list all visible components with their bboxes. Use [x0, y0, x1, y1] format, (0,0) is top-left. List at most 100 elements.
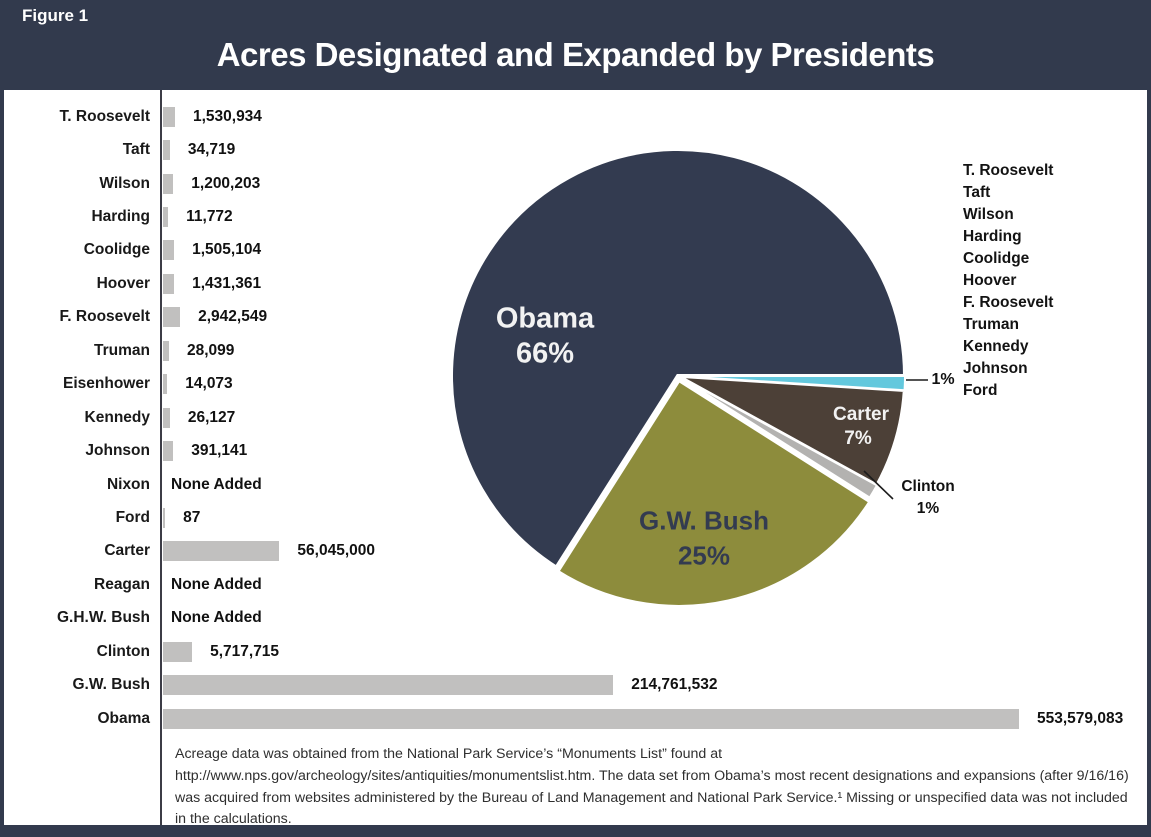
bar-row: Hoover 1,431,361 — [0, 267, 1151, 300]
bar-row: Johnson 391,141 — [0, 434, 1151, 467]
bar-row: Ford 87 — [0, 501, 1151, 534]
pie-label-clinton: Clinton — [901, 478, 955, 495]
bar-zone: 5,717,715 — [163, 641, 1151, 662]
bar-category-label: Ford — [115, 508, 150, 526]
bar-zone: 1,431,361 — [163, 273, 1151, 294]
bar-category-label: Reagan — [94, 575, 150, 593]
bar — [163, 140, 170, 161]
bar — [163, 273, 175, 294]
bar-row: G.W. Bush 214,761,532 — [0, 668, 1151, 701]
bar-value-label: None Added — [171, 609, 262, 627]
bar-category-label: Clinton — [96, 642, 150, 660]
left-border — [0, 0, 4, 837]
bar-value-label: 14,073 — [185, 375, 233, 393]
bar-value-label: None Added — [171, 575, 262, 593]
bar-row: F. Roosevelt 2,942,549 — [0, 301, 1151, 334]
bar-row: Eisenhower 14,073 — [0, 368, 1151, 401]
bar-value-label: None Added — [171, 475, 262, 493]
bar — [163, 207, 169, 228]
bar-row: Taft 34,719 — [0, 133, 1151, 166]
bar-row: G.H.W. Bush None Added — [0, 602, 1151, 635]
bar-zone: None Added — [163, 475, 1151, 495]
pie-label-carter-pct: 7% — [844, 428, 872, 449]
bar-zone: None Added — [163, 608, 1151, 628]
bar-category-label: Nixon — [106, 475, 150, 493]
bar-zone: 1,530,934 — [163, 106, 1151, 127]
bar — [163, 675, 614, 696]
bar — [163, 441, 174, 462]
pie-chart — [449, 147, 928, 609]
bar-zone: 56,045,000 — [163, 541, 1151, 562]
source-note: Acreage data was obtained from the Natio… — [175, 746, 1129, 828]
bar — [163, 240, 175, 261]
bar-value-label: 34,719 — [187, 141, 236, 159]
bar-zone: 28,099 — [163, 340, 1151, 361]
bar-value-label: 26,127 — [187, 408, 236, 426]
bar-category-label: Obama — [97, 709, 150, 727]
bar-category-label: Kennedy — [84, 408, 150, 426]
pie-legend: T. Roosevelt Taft Wilson Harding Coolidge Hoo… — [963, 160, 1053, 402]
legend-item: Harding — [963, 228, 1022, 245]
bar — [163, 708, 1019, 729]
bar-row: Reagan None Added — [0, 568, 1151, 601]
bar-zone: 14,073 — [163, 374, 1151, 395]
bottom-bar — [0, 825, 1151, 837]
bar-row: T. Roosevelt 1,530,934 — [0, 100, 1151, 133]
legend-item: Ford — [963, 382, 998, 399]
bar-zone: 391,141 — [163, 441, 1151, 462]
pie-label-others-pct: 1% — [931, 371, 955, 388]
figure-label: Figure 1 — [22, 6, 89, 25]
pie-label-gwbush-pct: 25% — [677, 540, 731, 571]
bar-zone: 1,200,203 — [163, 173, 1151, 194]
bar-row: Harding 11,772 — [0, 200, 1151, 233]
figure-header: Figure 1 Acres Designated and Expanded b… — [0, 0, 1151, 90]
bar-category-label: Coolidge — [83, 241, 150, 259]
bar-category-label: Hoover — [96, 274, 150, 292]
right-border — [1147, 0, 1151, 837]
bar-value-label: 1,505,104 — [192, 241, 262, 259]
bar-row: Truman 28,099 — [0, 334, 1151, 367]
bar-row: Coolidge 1,505,104 — [0, 234, 1151, 267]
bar-row: Carter 56,045,000 — [0, 535, 1151, 568]
pie-slice-others-t-roosevelt-through-ford — [677, 375, 907, 392]
pie-label-gwbush: G.W. Bush — [639, 505, 769, 536]
bar-category-label: T. Roosevelt — [59, 107, 150, 125]
legend-item: T. Roosevelt — [963, 162, 1054, 179]
bar-row: Clinton 5,717,715 — [0, 635, 1151, 668]
bar-zone: 87 — [163, 507, 1151, 528]
pie-slice-obama — [449, 147, 908, 571]
bar-category-label: Wilson — [99, 174, 150, 192]
bar — [163, 173, 174, 194]
pie-label-carter: Carter — [833, 404, 889, 425]
bar-row: Nixon None Added — [0, 468, 1151, 501]
bar-row: Obama 553,579,083 — [0, 702, 1151, 735]
bar-zone: 2,942,549 — [163, 307, 1151, 328]
bar — [163, 541, 280, 562]
bar-value-label: 28,099 — [186, 341, 235, 359]
bar — [163, 407, 170, 428]
bar-value-label: 2,942,549 — [198, 308, 268, 326]
bar — [163, 106, 175, 127]
bar-zone: 26,127 — [163, 407, 1151, 428]
bar-row: Kennedy 26,127 — [0, 401, 1151, 434]
bar-zone: None Added — [163, 575, 1151, 595]
pie-label-obama: Obama — [495, 302, 595, 335]
pie-label-clinton-pct: 1% — [916, 500, 940, 517]
bar-category-label: Carter — [104, 542, 150, 560]
bar-value-label: 11,772 — [186, 208, 233, 226]
bar-value-label: 391,141 — [191, 442, 248, 460]
bar-category-label: F. Roosevelt — [59, 308, 150, 326]
bar-zone: 11,772 — [163, 207, 1151, 228]
bar-category-label: Johnson — [85, 442, 150, 460]
legend-item: Taft — [963, 184, 991, 201]
bar — [163, 641, 193, 662]
bar-row: Wilson 1,200,203 — [0, 167, 1151, 200]
legend-item: Truman — [963, 316, 1019, 333]
bar — [163, 307, 181, 328]
bar-zone: 1,505,104 — [163, 240, 1151, 261]
bar — [163, 340, 169, 361]
bar-category-label: Eisenhower — [63, 375, 150, 393]
pie-label-obama-pct: 66% — [515, 337, 575, 370]
bar-value-label: 1,200,203 — [191, 174, 261, 192]
